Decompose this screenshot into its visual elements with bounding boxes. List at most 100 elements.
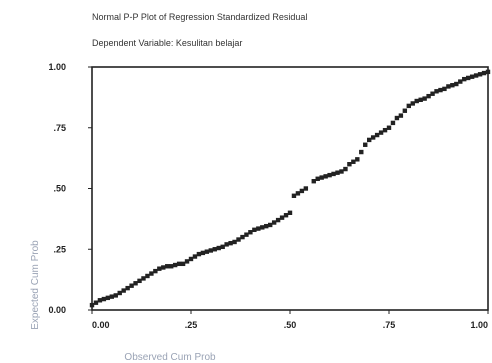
data-point <box>192 254 198 259</box>
data-point <box>446 84 451 89</box>
data-point <box>410 101 415 106</box>
data-point <box>172 262 178 268</box>
data-point <box>454 81 459 87</box>
data-point <box>271 220 277 225</box>
data-point <box>109 294 114 299</box>
data-point <box>311 179 316 184</box>
data-point <box>287 210 293 215</box>
data-point <box>481 70 487 76</box>
x-axis: 0.00 .25 .50 .75 1.00 <box>91 310 489 330</box>
data-point <box>434 89 439 94</box>
data-point <box>430 91 435 96</box>
data-point <box>319 175 324 180</box>
y-tick-label: 1.00 <box>48 62 66 72</box>
data-point <box>117 290 122 296</box>
data-point <box>414 98 419 104</box>
data-point <box>180 261 186 267</box>
data-point <box>97 298 103 303</box>
y-tick-label: 0.00 <box>48 305 66 315</box>
data-point <box>145 273 150 279</box>
y-axis-label: Expected Cum Prob <box>30 240 41 330</box>
data-point <box>378 130 384 135</box>
data-point <box>462 76 467 82</box>
data-point <box>153 268 158 274</box>
data-point <box>220 244 225 250</box>
data-point <box>363 142 368 147</box>
data-point <box>161 265 166 270</box>
data-point <box>323 174 328 179</box>
data-point <box>442 86 447 92</box>
data-point <box>370 135 376 140</box>
plot-frame <box>91 66 489 311</box>
data-point <box>256 226 261 231</box>
data-point <box>200 250 206 256</box>
x-tick-label: .50 <box>284 320 297 330</box>
data-point <box>188 256 194 262</box>
x-tick-label: .25 <box>185 320 198 330</box>
data-point <box>101 296 107 302</box>
data-points <box>89 69 491 308</box>
data-point <box>224 242 229 247</box>
data-point <box>129 283 134 288</box>
data-point <box>347 162 352 167</box>
data-point <box>477 72 483 77</box>
data-point <box>196 251 202 257</box>
data-point <box>244 232 249 237</box>
data-point <box>374 132 380 138</box>
data-point <box>331 171 336 177</box>
data-point <box>473 73 479 78</box>
data-point <box>89 302 95 308</box>
x-axis-label: Observed Cum Prob <box>124 352 216 363</box>
data-point <box>248 230 253 235</box>
data-point <box>367 137 372 143</box>
data-point <box>438 87 443 93</box>
data-point <box>93 300 99 305</box>
data-point <box>359 149 364 155</box>
y-tick-label: .25 <box>53 244 66 254</box>
data-point <box>137 278 142 284</box>
data-point <box>406 103 411 109</box>
y-axis: 0.00 .25 .50 .75 1.00 <box>48 62 92 315</box>
data-point <box>485 69 491 75</box>
data-point <box>268 222 273 228</box>
x-tick-label: .75 <box>383 320 396 330</box>
data-point <box>426 93 431 99</box>
data-point <box>133 281 138 286</box>
data-point <box>382 127 388 133</box>
data-point <box>125 285 130 291</box>
data-point <box>232 239 237 245</box>
chart-title: Normal P-P Plot of Regression Standardiz… <box>92 12 308 22</box>
data-point <box>169 264 174 269</box>
data-point <box>450 83 455 88</box>
chart-subtitle: Dependent Variable: Kesulitan belajar <box>92 38 243 48</box>
data-point <box>327 172 332 178</box>
data-point <box>335 170 340 175</box>
data-point <box>390 120 396 126</box>
data-point <box>121 288 126 293</box>
data-point <box>149 271 154 276</box>
data-point <box>315 176 320 181</box>
data-point <box>398 113 404 118</box>
data-point <box>236 237 241 242</box>
data-point <box>157 266 162 271</box>
y-tick-label: .75 <box>53 123 66 133</box>
data-point <box>113 293 118 298</box>
data-point <box>208 248 213 253</box>
data-point <box>176 261 182 267</box>
data-point <box>458 79 463 84</box>
data-point <box>351 159 356 164</box>
x-tick-label: 1.00 <box>470 320 488 330</box>
data-point <box>204 249 210 254</box>
data-point <box>418 97 423 103</box>
data-point <box>299 188 305 194</box>
data-point <box>212 247 217 252</box>
data-point <box>422 96 427 101</box>
data-point <box>386 125 392 130</box>
data-point <box>339 169 344 174</box>
data-point <box>303 186 309 191</box>
data-point <box>240 234 245 240</box>
y-tick-label: .50 <box>53 184 66 194</box>
data-point <box>105 295 111 301</box>
data-point <box>295 191 301 196</box>
